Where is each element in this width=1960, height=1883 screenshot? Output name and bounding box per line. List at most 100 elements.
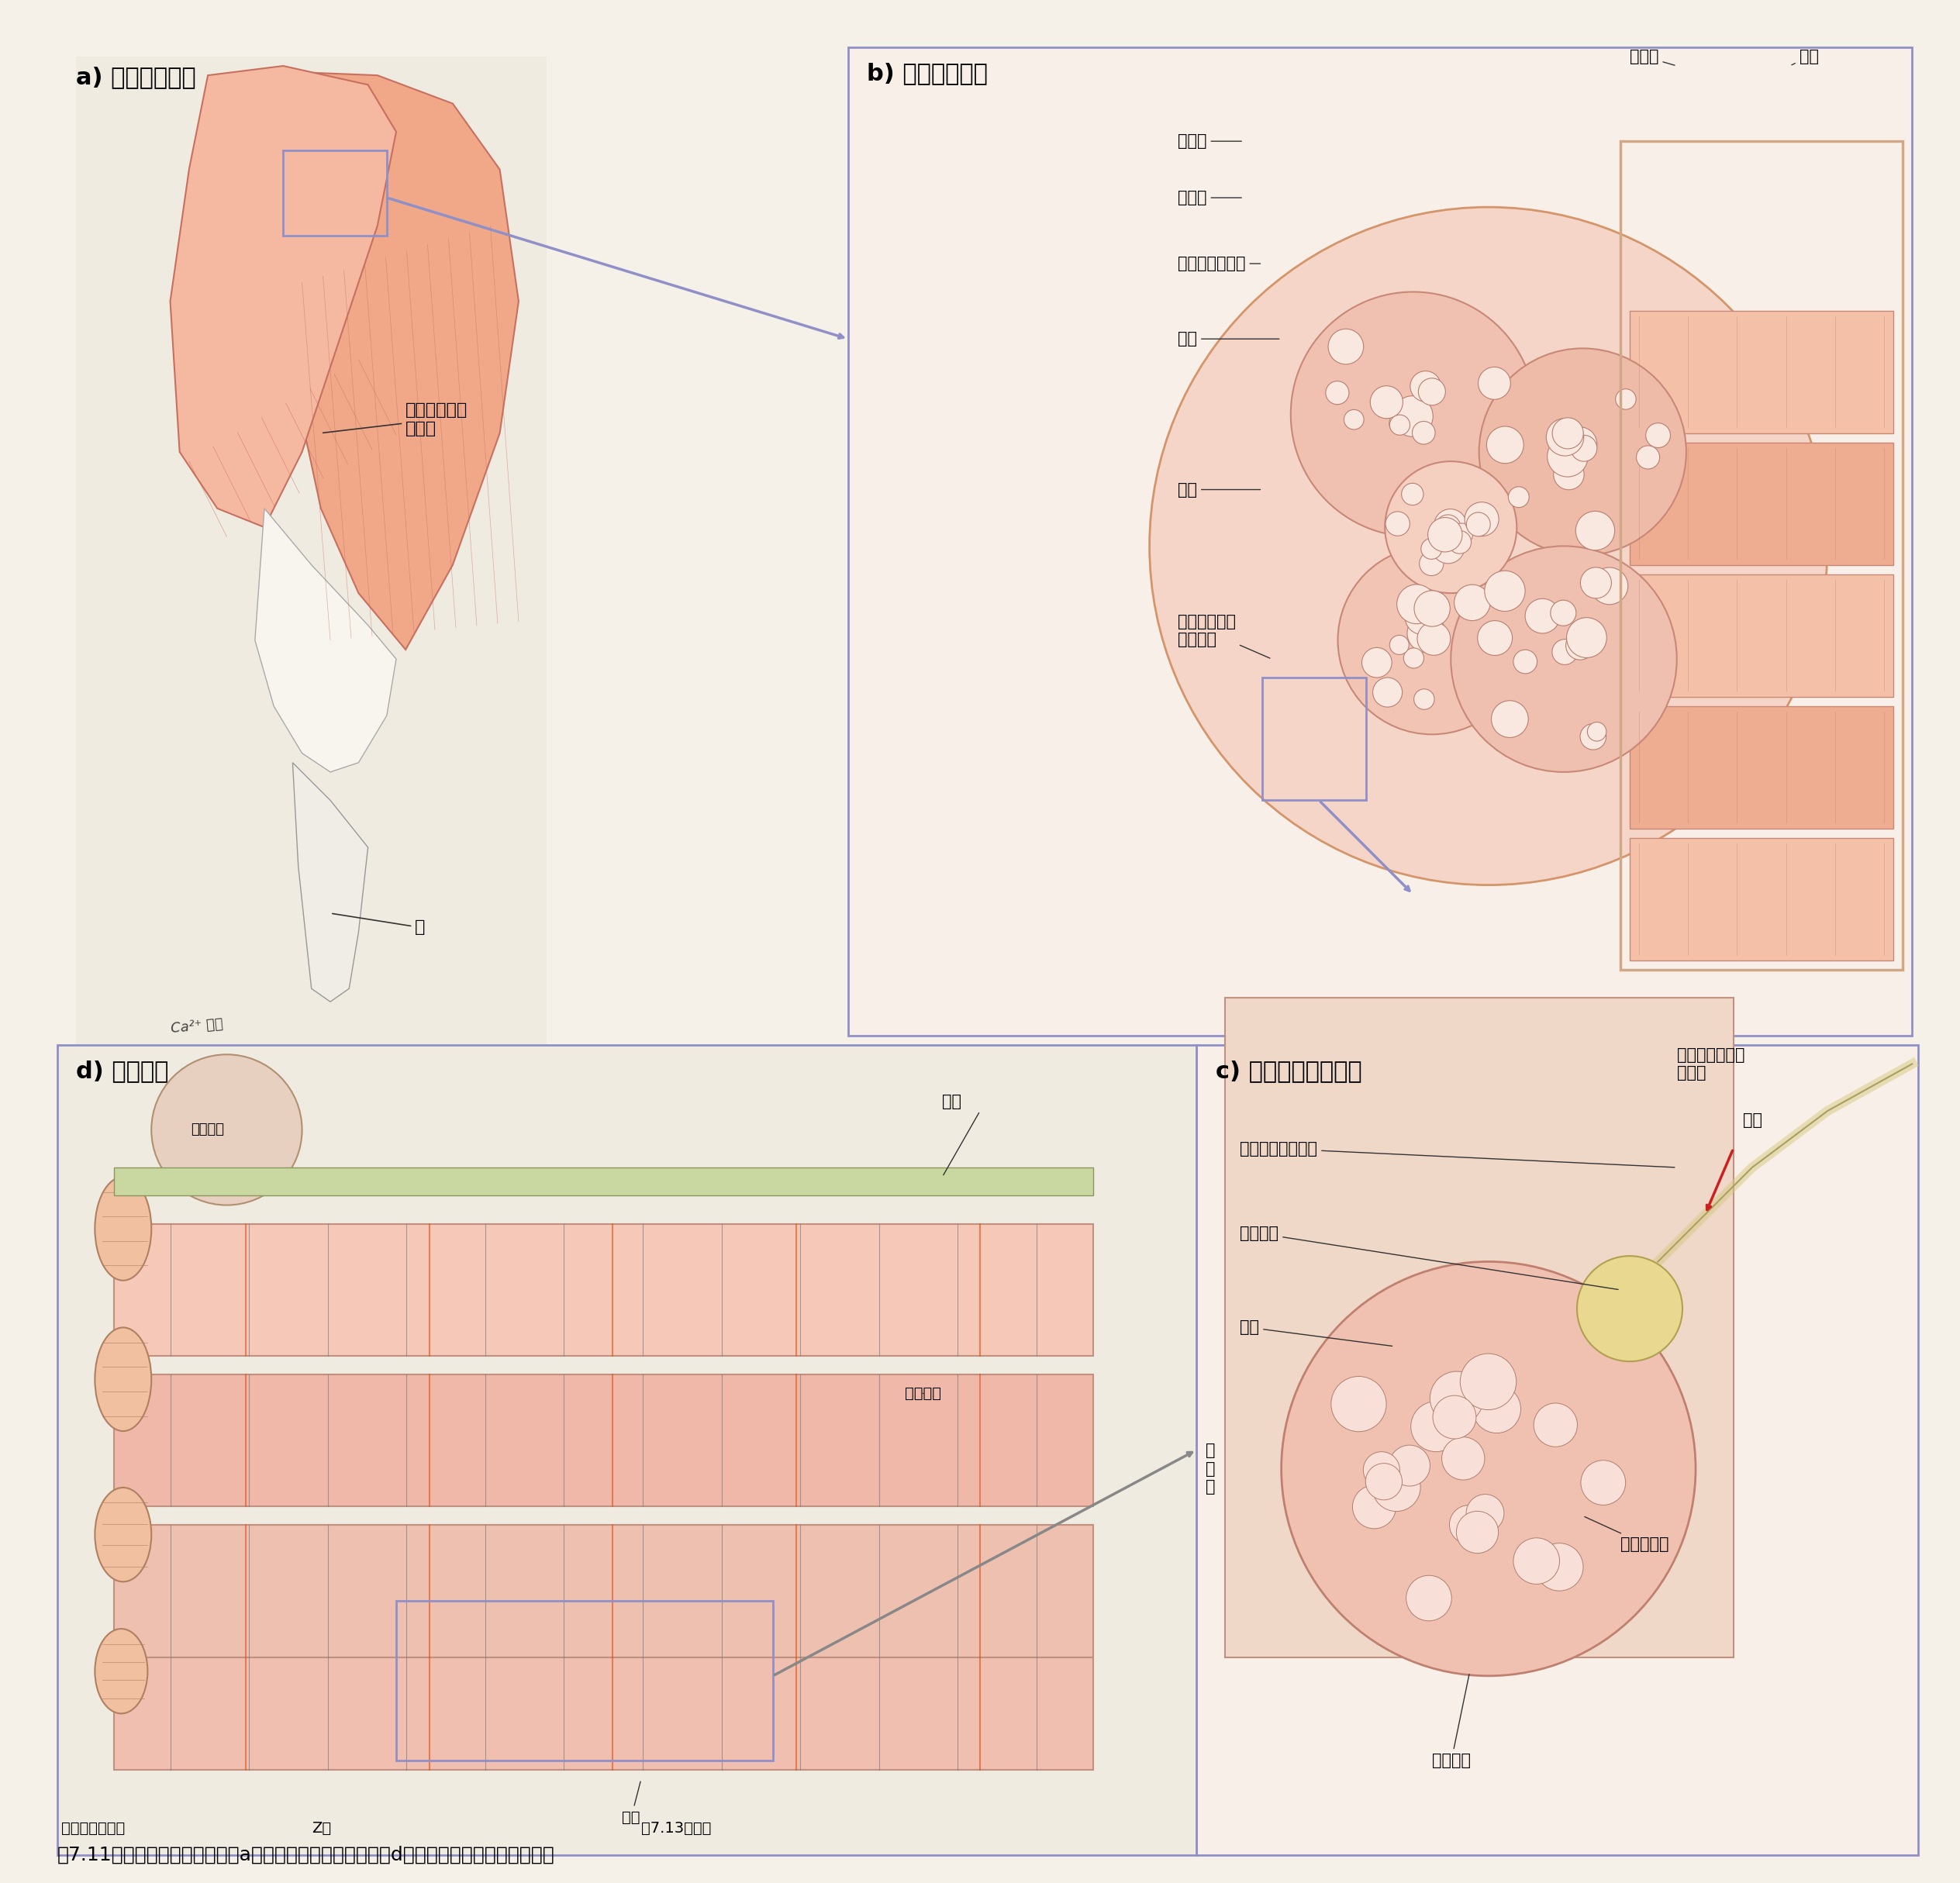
Polygon shape [292, 763, 368, 1002]
Circle shape [1450, 546, 1678, 772]
Circle shape [1435, 514, 1460, 540]
Circle shape [1415, 591, 1450, 627]
Text: c) 筋線維の神経支配: c) 筋線維の神経支配 [1215, 1060, 1362, 1083]
Circle shape [1580, 567, 1611, 599]
Circle shape [1558, 433, 1588, 463]
Polygon shape [282, 72, 519, 650]
Circle shape [1525, 599, 1560, 633]
Circle shape [1427, 518, 1462, 552]
Circle shape [1331, 1376, 1386, 1431]
Bar [1262, 678, 1366, 800]
Text: 信号: 信号 [1742, 1113, 1762, 1128]
Text: 筋束: 筋束 [1178, 482, 1260, 497]
Circle shape [1466, 1495, 1503, 1533]
Circle shape [1401, 484, 1423, 505]
Circle shape [1392, 395, 1433, 437]
Bar [114, 1525, 1094, 1657]
Text: 筋節: 筋節 [621, 1781, 641, 1825]
Circle shape [1405, 599, 1441, 635]
Circle shape [1329, 330, 1364, 363]
Circle shape [1513, 650, 1537, 674]
Circle shape [1464, 503, 1499, 537]
Circle shape [1411, 1401, 1462, 1452]
Circle shape [1448, 531, 1472, 554]
Circle shape [1460, 1354, 1517, 1410]
Circle shape [1386, 461, 1517, 593]
Bar [76, 56, 547, 1045]
Bar [282, 151, 386, 235]
Circle shape [1339, 546, 1527, 734]
Bar [1629, 311, 1893, 433]
Text: 筋膜で包まれ
た筋腹: 筋膜で包まれ た筋腹 [323, 403, 468, 437]
Circle shape [1325, 380, 1348, 405]
Circle shape [1282, 1262, 1695, 1676]
Text: １本の筋線維
＝筋細胞: １本の筋線維 ＝筋細胞 [1178, 614, 1270, 659]
Circle shape [1576, 510, 1615, 550]
Circle shape [1535, 1544, 1584, 1591]
Circle shape [1405, 1576, 1452, 1621]
Circle shape [1366, 1463, 1401, 1501]
Circle shape [1292, 292, 1535, 537]
Circle shape [1646, 424, 1670, 448]
Text: ミトコンドリア: ミトコンドリア [61, 1821, 125, 1836]
Circle shape [1570, 435, 1597, 461]
Circle shape [1419, 378, 1445, 405]
Circle shape [1478, 367, 1511, 399]
Circle shape [1480, 348, 1686, 555]
Text: 筋細胞の核: 筋細胞の核 [1584, 1516, 1668, 1552]
Text: Ca²⁺ 放出: Ca²⁺ 放出 [171, 1017, 223, 1036]
Circle shape [1407, 614, 1446, 652]
Circle shape [1566, 631, 1593, 659]
Circle shape [1466, 512, 1490, 537]
Text: 筋小胞体: 筋小胞体 [192, 1122, 225, 1137]
Circle shape [1550, 601, 1576, 625]
Text: 運動終板: 運動終板 [1241, 1226, 1619, 1290]
Polygon shape [171, 66, 396, 527]
Text: b) 骨格筋の一部: b) 骨格筋の一部 [866, 62, 988, 85]
Circle shape [1535, 1403, 1578, 1446]
Circle shape [151, 1054, 302, 1205]
Bar [1629, 574, 1893, 697]
Circle shape [1554, 459, 1584, 490]
Circle shape [1345, 410, 1364, 429]
Circle shape [1390, 414, 1409, 435]
Circle shape [1562, 427, 1597, 461]
Bar [1629, 838, 1893, 960]
Bar [114, 1224, 1094, 1356]
Bar [1196, 1045, 1917, 1855]
Bar [114, 1167, 1094, 1196]
Circle shape [1592, 567, 1629, 604]
Circle shape [1552, 418, 1584, 448]
Text: 血管: 血管 [1178, 331, 1280, 346]
Circle shape [1450, 523, 1472, 546]
Circle shape [1513, 1538, 1560, 1584]
Circle shape [1397, 584, 1437, 623]
Circle shape [1431, 531, 1464, 563]
Text: 筋鞘: 筋鞘 [1241, 1320, 1392, 1346]
Circle shape [1372, 1463, 1421, 1512]
Circle shape [1419, 552, 1445, 576]
Circle shape [1413, 689, 1435, 710]
Text: 筋上膜: 筋上膜 [1629, 49, 1674, 66]
Circle shape [1486, 426, 1523, 463]
Circle shape [1582, 1461, 1625, 1505]
Circle shape [1421, 539, 1443, 559]
Circle shape [1431, 1371, 1484, 1425]
Circle shape [1364, 1452, 1399, 1488]
Circle shape [1390, 1444, 1431, 1486]
Circle shape [1492, 700, 1529, 738]
Circle shape [1435, 508, 1466, 542]
Ellipse shape [94, 1629, 147, 1714]
Circle shape [1413, 422, 1435, 444]
Circle shape [1352, 1486, 1396, 1529]
Circle shape [1637, 446, 1660, 469]
Circle shape [1409, 371, 1441, 401]
Circle shape [1456, 1512, 1497, 1553]
Circle shape [1552, 640, 1578, 665]
Circle shape [1433, 1395, 1476, 1439]
Bar [1629, 443, 1893, 565]
Circle shape [1566, 618, 1607, 657]
Text: Z帯: Z帯 [312, 1821, 331, 1836]
Text: 筋細線維: 筋細線維 [906, 1386, 941, 1401]
Bar [57, 1045, 1196, 1855]
